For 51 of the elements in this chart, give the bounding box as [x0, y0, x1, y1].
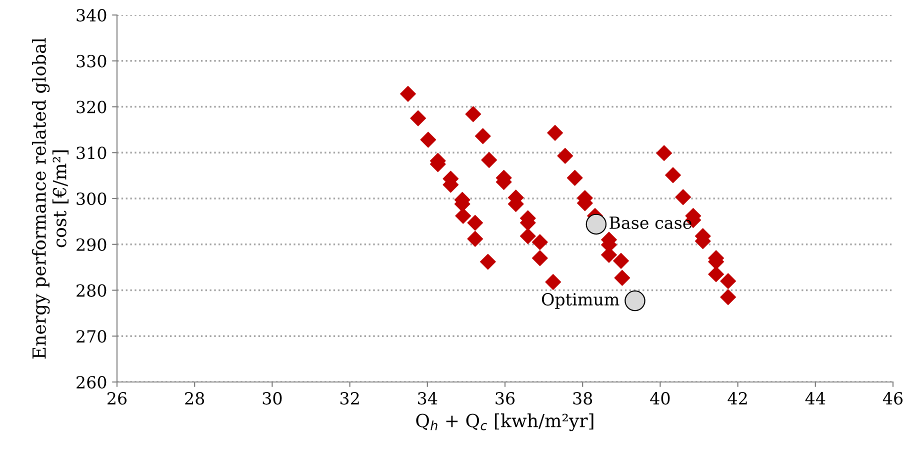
y-tick-label: 320: [76, 100, 106, 114]
point: [547, 124, 564, 141]
point: [665, 167, 681, 184]
y-tick-label: 340: [76, 8, 106, 22]
x-axis-title: Q$_{h}$ + Q$_{c}$ [kwh/m²yr]: [416, 413, 594, 432]
x-tick-label: 44: [805, 392, 826, 404]
y-tick-label: 300: [76, 192, 106, 206]
x-tick-label: 32: [340, 392, 359, 405]
point: [675, 189, 692, 206]
point: [410, 110, 426, 126]
x-tick-label: 34: [418, 392, 438, 405]
point: [520, 228, 536, 244]
y-tick-label: 260: [76, 376, 106, 389]
y-tick-label: 330: [76, 54, 106, 68]
point: [467, 214, 484, 231]
point: [455, 208, 472, 224]
point: [420, 132, 436, 148]
x-tick-label: 28: [185, 392, 204, 405]
point: [586, 214, 607, 235]
point: [708, 266, 724, 282]
y-tick-label: 270: [76, 330, 106, 343]
y-tick-label: 290: [76, 238, 106, 251]
annotation: Optimum: [542, 293, 620, 309]
point: [467, 230, 484, 247]
point: [545, 274, 562, 290]
point: [656, 145, 672, 162]
point: [532, 250, 548, 266]
point: [481, 152, 498, 168]
point: [566, 170, 583, 186]
x-tick-label: 42: [728, 392, 747, 404]
x-tick-label: 40: [650, 392, 670, 405]
point: [465, 106, 482, 122]
x-tick-label: 36: [496, 392, 515, 405]
point: [480, 254, 496, 270]
y-tick-label: 310: [76, 146, 106, 160]
point: [624, 290, 646, 312]
point: [474, 128, 491, 144]
point: [557, 148, 574, 164]
point: [613, 252, 629, 269]
point: [720, 273, 736, 290]
point: [532, 234, 548, 250]
x-tick-label: 26: [108, 392, 127, 405]
y-axis-title: Energy performance related global cost [€/m²]: [32, 38, 69, 359]
annotation: Base case: [610, 216, 692, 230]
x-tick-label: 38: [573, 392, 592, 405]
point: [720, 289, 736, 306]
point: [400, 86, 416, 102]
x-tick-label: 30: [262, 392, 282, 405]
y-tick-label: 280: [76, 284, 106, 297]
x-tick-label: 46: [882, 392, 903, 405]
point: [614, 270, 630, 286]
